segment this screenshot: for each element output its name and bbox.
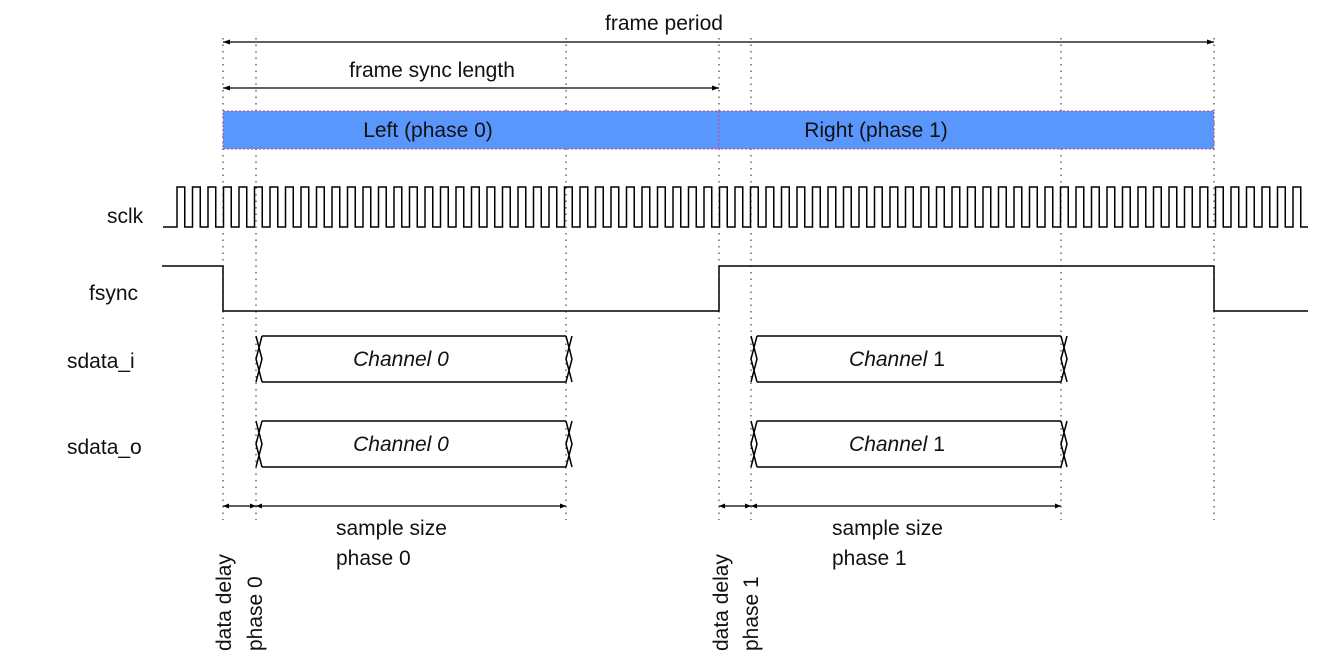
fsync-waveform xyxy=(162,265,1308,312)
phase-bars: Left (phase 0) Right (phase 1) xyxy=(222,110,1215,150)
sample-size-0-line2: phase 0 xyxy=(336,547,411,570)
signal-label-sdata-i: sdata_i xyxy=(67,350,135,373)
sample-size-measure-phase-0: sample size phase 0 xyxy=(223,503,566,570)
sample-size-0-line1: sample size xyxy=(336,517,447,540)
data-delay-1-line2: phase 1 xyxy=(740,576,763,651)
signal-label-sclk: sclk xyxy=(107,205,144,228)
frame-sync-length-label: frame sync length xyxy=(349,59,515,82)
sdata-i-channel-1-label: Channel 1 xyxy=(849,348,945,371)
signal-label-sdata-o: sdata_o xyxy=(67,436,142,459)
sdata-i-channel-1: Channel 1 xyxy=(750,335,1068,383)
left-phase-bar xyxy=(222,110,720,150)
data-delay-0-line2: phase 0 xyxy=(244,576,267,651)
sdata-o-channel-1: Channel 1 xyxy=(750,420,1068,468)
sdata-i-channel-0: Channel 0 xyxy=(255,335,573,383)
sclk-waveform xyxy=(163,186,1308,228)
sample-size-1-line1: sample size xyxy=(832,517,943,540)
channel-1-prefix: Channel xyxy=(849,433,929,456)
sdata-o-channel-1-label: Channel 1 xyxy=(849,433,945,456)
frame-sync-length-measure: frame sync length xyxy=(223,59,719,91)
right-phase-bar xyxy=(718,110,1215,150)
right-phase-label: Right (phase 1) xyxy=(804,119,948,142)
data-delay-0-line1: data delay xyxy=(213,554,236,651)
channel-1-number: 1 xyxy=(933,433,945,456)
sample-size-1-line2: phase 1 xyxy=(832,547,907,570)
frame-period-measure: frame period xyxy=(223,12,1214,45)
channel-1-number: 1 xyxy=(933,348,945,371)
frame-period-label: frame period xyxy=(605,12,723,35)
left-phase-label: Left (phase 0) xyxy=(363,119,493,142)
data-delay-1-line1: data delay xyxy=(710,554,733,651)
signal-label-fsync: fsync xyxy=(89,282,138,305)
sample-size-measure-phase-1: sample size phase 1 xyxy=(719,503,1061,570)
channel-1-prefix: Channel xyxy=(849,348,929,371)
sdata-o-channel-0-label: Channel 0 xyxy=(353,433,449,456)
sdata-o-channel-0: Channel 0 xyxy=(255,420,573,468)
sdata-i-channel-0-label: Channel 0 xyxy=(353,348,449,371)
